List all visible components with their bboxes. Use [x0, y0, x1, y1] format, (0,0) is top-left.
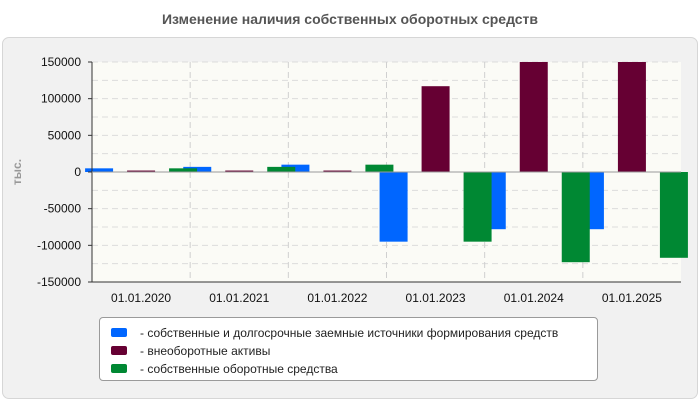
- bar-series3-01.01.2021: [267, 166, 296, 172]
- bar-series3-01.01.2023: [463, 172, 492, 242]
- bar-series3-01.01.2020: [169, 168, 198, 172]
- y-tick-label: -150000: [37, 275, 81, 289]
- x-tick-label: 01.01.2022: [307, 291, 367, 305]
- bar-series1-01.01.2020: [85, 168, 114, 172]
- bar-series2-01.01.2022: [323, 170, 352, 172]
- y-tick-label: -50000: [44, 202, 82, 216]
- bar-series1-01.01.2022: [281, 164, 310, 172]
- bar-series1-01.01.2021: [183, 166, 212, 172]
- legend-swatch: [111, 346, 127, 355]
- legend-swatch: [111, 328, 127, 337]
- y-axis-label: тыс.: [10, 159, 24, 185]
- bar-series2-01.01.2021: [225, 170, 254, 172]
- bar-series2-01.01.2023: [421, 86, 450, 172]
- bar-series3-01.01.2022: [365, 164, 394, 172]
- legend-item-3: - собственные оборотные средства: [100, 360, 597, 378]
- legend-swatch: [111, 364, 127, 373]
- legend-item-2: - внеоборотные активы: [100, 342, 597, 360]
- y-tick-label: -100000: [37, 238, 81, 252]
- x-tick-label: 01.01.2021: [209, 291, 269, 305]
- y-tick-label: 150000: [41, 55, 81, 69]
- x-tick-label: 01.01.2020: [111, 291, 171, 305]
- legend-item-1: - собственные и долгосрочные заемные ист…: [100, 324, 597, 342]
- bar-series2-01.01.2020: [127, 170, 156, 172]
- bar-series2-01.01.2024: [519, 62, 548, 172]
- chart-legend: - собственные и долгосрочные заемные ист…: [99, 317, 598, 381]
- legend-label: - собственные и долгосрочные заемные ист…: [140, 326, 559, 340]
- x-tick-label: 01.01.2025: [602, 291, 662, 305]
- y-tick-label: 50000: [48, 128, 82, 142]
- legend-label: - собственные оборотные средства: [140, 362, 338, 376]
- bar-series3-01.01.2024: [561, 172, 590, 263]
- bar-series3-01.01.2025: [659, 172, 688, 258]
- legend-label: - внеоборотные активы: [140, 344, 271, 358]
- y-tick-label: 0: [74, 165, 81, 179]
- x-tick-label: 01.01.2024: [504, 291, 564, 305]
- bar-series1-01.01.2023: [379, 172, 408, 242]
- x-tick-label: 01.01.2023: [406, 291, 466, 305]
- chart-title: Изменение наличия собственных оборотных …: [161, 11, 539, 27]
- bar-series2-01.01.2025: [617, 62, 646, 172]
- y-tick-label: 100000: [41, 92, 81, 106]
